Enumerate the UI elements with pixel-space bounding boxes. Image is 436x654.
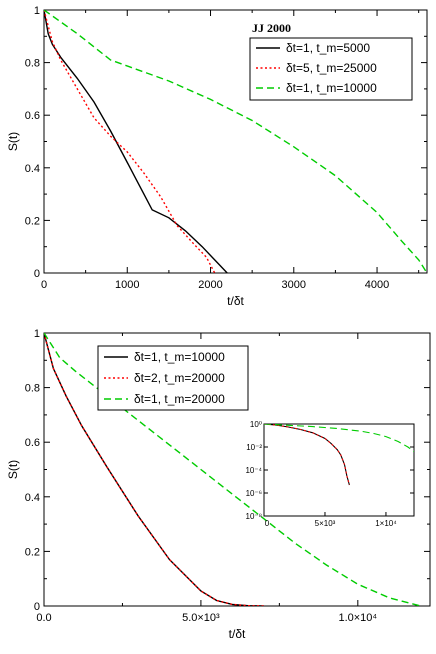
y-tick-label: 1	[34, 328, 40, 340]
x-tick-label: 1000	[115, 279, 139, 291]
series-group	[44, 10, 427, 273]
x-tick-label: 4000	[365, 279, 389, 291]
y-axis-title: S(t)	[6, 460, 20, 479]
x-tick-label: 0.0	[36, 612, 51, 624]
y-tick-label: 0.6	[25, 110, 40, 122]
y-tick-label: 0.4	[25, 492, 40, 504]
x-tick-label: 3000	[282, 279, 306, 291]
x-tick-label: 2000	[198, 279, 222, 291]
y-tick-label: 0.2	[25, 215, 40, 227]
inset-x-tick-label: 1×10⁴	[375, 519, 397, 528]
inset-x-tick-label: 5×10³	[315, 519, 336, 528]
y-tick-label: 0	[34, 601, 40, 613]
legend-label-0: δt=1, t_m=5000	[286, 41, 370, 55]
x-tick-label: 0	[41, 279, 47, 291]
inset-frame	[263, 423, 415, 517]
series-line-0	[44, 10, 228, 273]
inset-series-line-1	[264, 424, 350, 486]
series-group	[44, 333, 421, 606]
series-line-1	[44, 10, 216, 273]
inset-y-tick-label: 10⁻²	[246, 443, 262, 452]
inset-y-tick-label: 10⁻⁸	[246, 512, 263, 521]
legend-label-1: δt=2, t_m=20000	[134, 371, 225, 385]
y-tick-label: 1	[34, 5, 40, 17]
inset-x-tick-label: 0	[265, 519, 270, 528]
top-panel: 0 0.2 0.4 0.6 0.8 1 0 1000 2000 3000 4000 t/δt S(t) δ…	[6, 5, 428, 308]
inset-series-group	[264, 424, 414, 486]
inset-y-tick-label: 10⁰	[250, 420, 262, 429]
x-tick-label: 5.0×10³	[182, 612, 220, 624]
legend-label-2: δt=1, t_m=10000	[286, 81, 377, 95]
x-axis-title: t/δt	[229, 627, 246, 641]
inset-y-tick-label: 10⁻⁴	[245, 466, 262, 475]
legend-label-0: δt=1, t_m=10000	[134, 350, 225, 364]
x-tick-label: 1.0×10⁴	[338, 612, 377, 624]
bottom-panel: 0 0.2 0.4 0.6 0.8 1 0.0 5.0×10³ 1.0×10⁴ t/δt S(t) δ…	[6, 328, 431, 641]
y-tick-label: 0.8	[25, 58, 40, 70]
y-tick-label: 0.4	[25, 163, 40, 175]
y-tick-label: 0.8	[25, 383, 40, 395]
y-tick-label: 0	[34, 268, 40, 280]
y-tick-label: 0.2	[25, 546, 40, 558]
y-axis-title: S(t)	[6, 132, 20, 151]
inset-panel: 10⁰ 10⁻² 10⁻⁴ 10⁻⁶ 10⁻⁸0 5×10³ 1×10⁴	[245, 420, 415, 528]
legend-label-1: δt=5, t_m=25000	[286, 61, 377, 75]
chart-annotation: JJ 2000	[252, 21, 291, 35]
legend-label-2: δt=1, t_m=20000	[134, 392, 225, 406]
inset-y-tick-label: 10⁻⁶	[246, 489, 262, 498]
y-tick-label: 0.6	[25, 437, 40, 449]
x-axis-title: t/δt	[227, 294, 244, 308]
inset-series-line-2	[264, 424, 414, 453]
series-line-2	[44, 333, 421, 606]
series-line-1	[44, 333, 264, 606]
series-line-2	[44, 10, 427, 273]
